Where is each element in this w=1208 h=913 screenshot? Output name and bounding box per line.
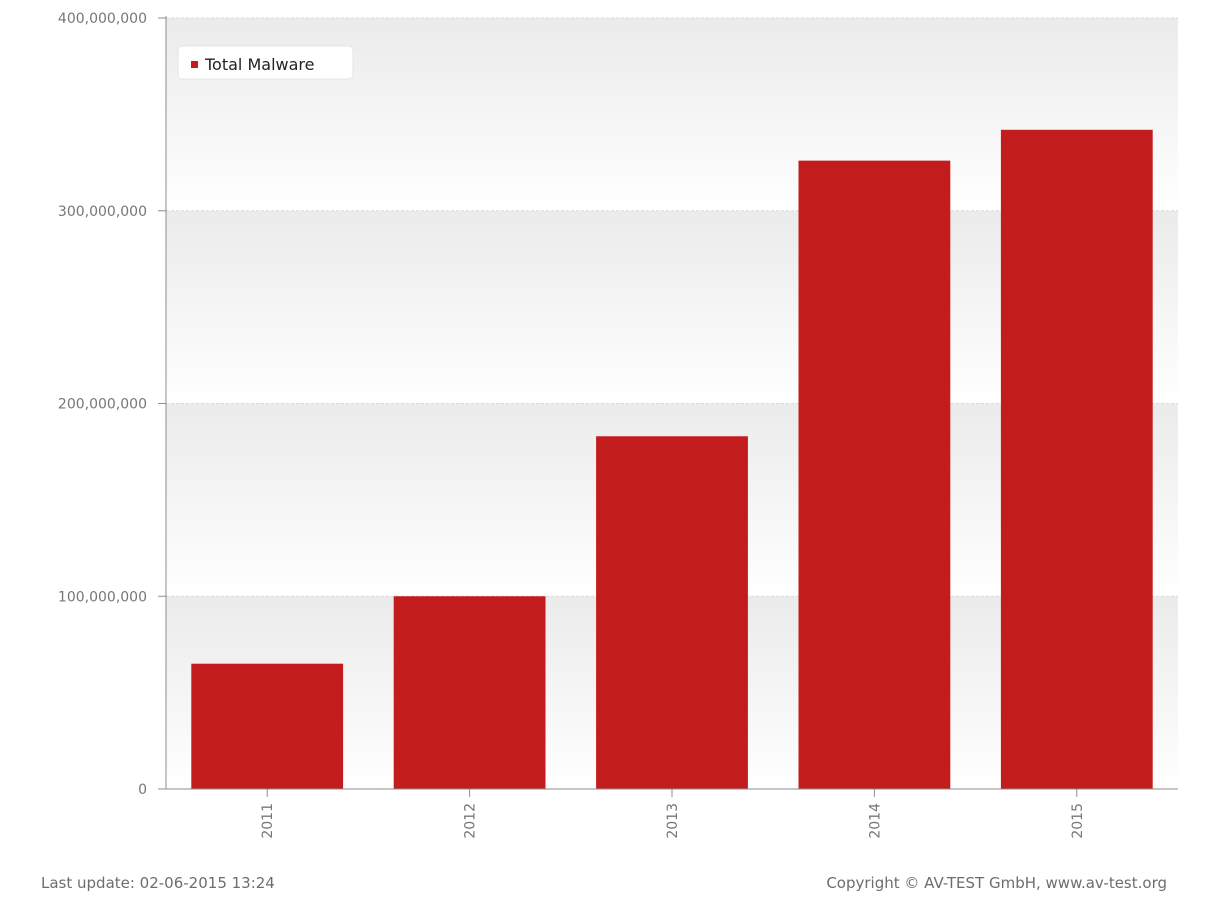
x-tick-label: 2011 — [260, 803, 276, 839]
legend: Total Malware — [177, 45, 354, 80]
y-tick-label: 200,000,000 — [58, 397, 147, 413]
legend-swatch — [191, 61, 198, 68]
y-tick-label: 400,000,000 — [58, 11, 147, 27]
x-tick-label: 2015 — [1070, 803, 1086, 839]
bar-2013 — [596, 436, 748, 789]
y-tick-label: 100,000,000 — [58, 589, 147, 605]
copyright-text: Copyright © AV-TEST GmbH, www.av-test.or… — [826, 874, 1167, 892]
bar-2012 — [393, 596, 546, 789]
x-tick-label: 2014 — [867, 803, 883, 839]
bar-2014 — [798, 160, 951, 789]
bar-2011 — [191, 663, 344, 789]
legend-label: Total Malware — [204, 55, 314, 74]
last-update-text: Last update: 02-06-2015 13:24 — [41, 874, 275, 892]
bar-2015 — [1000, 129, 1153, 790]
y-tick-label: 300,000,000 — [58, 204, 147, 220]
bar-chart: 0 100,000,000 200,000,000 300,000,000 400,00… — [58, 11, 1178, 839]
x-tick-label: 2013 — [665, 803, 681, 839]
legend-box — [177, 45, 354, 80]
y-tick-label: 0 — [138, 782, 147, 798]
x-tick-label: 2012 — [463, 803, 479, 839]
